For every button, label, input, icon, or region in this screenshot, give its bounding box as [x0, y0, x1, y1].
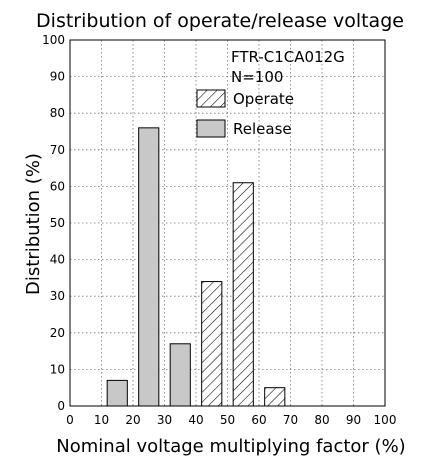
model-annotation: FTR-C1CA012G — [231, 48, 345, 66]
y-tick-label: 0 — [57, 399, 65, 413]
y-tick-label: 20 — [50, 326, 65, 340]
legend-label-release: Release — [233, 120, 292, 138]
y-tick-label: 40 — [50, 253, 65, 267]
sample-size-annotation: N=100 — [231, 68, 283, 86]
y-tick-label: 50 — [50, 216, 65, 230]
y-tick-label: 70 — [50, 143, 65, 157]
x-tick-labels: 0 10 20 30 40 50 60 70 80 90 100 — [66, 413, 396, 427]
x-tick-label: 0 — [66, 413, 74, 427]
x-tick-label: 70 — [283, 413, 298, 427]
x-tick-label: 40 — [188, 413, 203, 427]
y-tick-label: 100 — [42, 33, 65, 47]
legend-swatch-release — [196, 119, 226, 138]
legend-swatch-operate — [196, 89, 226, 108]
y-tick-label: 60 — [50, 179, 65, 193]
y-tick-label: 30 — [50, 289, 65, 303]
y-tick-label: 90 — [50, 70, 65, 84]
y-axis-label: Distribution (%) — [23, 153, 44, 295]
x-tick-label: 30 — [157, 413, 172, 427]
x-axis-label: Nominal voltage multiplying factor (%) — [56, 436, 405, 457]
bars — [106, 127, 286, 407]
plot-frame — [69, 39, 386, 407]
x-tick-label: 10 — [94, 413, 109, 427]
legend: Operate Release — [196, 89, 294, 138]
x-tick-label: 100 — [374, 413, 397, 427]
y-tick-label: 10 — [50, 362, 65, 376]
x-tick-label: 60 — [251, 413, 266, 427]
bar-operate-45 — [201, 281, 223, 407]
bar-release-25 — [138, 127, 160, 407]
legend-label-operate: Operate — [233, 90, 294, 108]
bar-release-35 — [169, 343, 191, 407]
x-tick-label: 50 — [220, 413, 235, 427]
chart-title: Distribution of operate/release voltage — [36, 10, 404, 32]
bar-operate-65 — [264, 387, 286, 407]
grid — [70, 40, 385, 406]
x-tick-label: 90 — [346, 413, 361, 427]
bar-release-15 — [106, 379, 128, 407]
x-tick-label: 80 — [314, 413, 329, 427]
annotation: FTR-C1CA012G N=100 — [231, 48, 345, 86]
x-tick-label: 20 — [125, 413, 140, 427]
bar-operate-55 — [232, 182, 254, 407]
y-tick-label: 80 — [50, 106, 65, 120]
y-tick-labels: 0 10 20 30 40 50 60 70 80 90 100 — [42, 33, 65, 413]
